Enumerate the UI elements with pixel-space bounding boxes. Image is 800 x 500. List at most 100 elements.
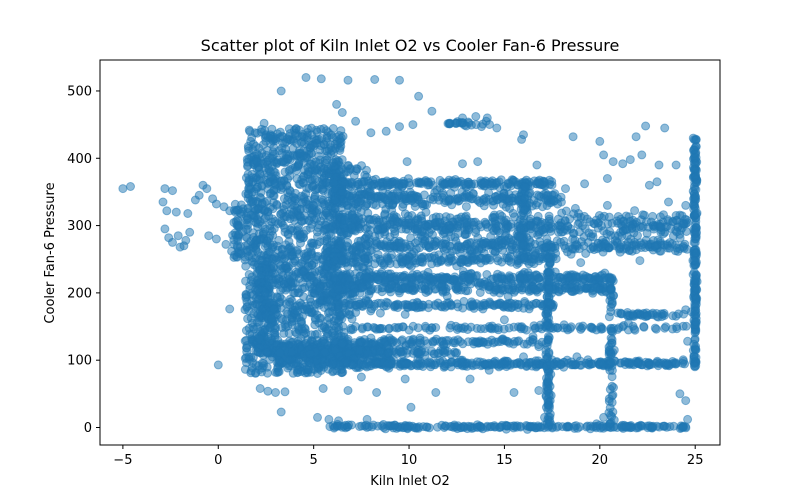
data-point	[531, 356, 541, 366]
data-point	[251, 245, 261, 255]
data-point	[329, 161, 339, 171]
data-point	[431, 237, 441, 247]
data-point	[612, 216, 622, 226]
data-point	[377, 283, 387, 293]
data-point	[309, 258, 319, 268]
data-point	[375, 347, 385, 356]
data-point	[544, 214, 554, 224]
data-point	[573, 212, 582, 222]
data-point	[663, 215, 673, 225]
data-point	[353, 177, 363, 187]
data-point	[549, 196, 559, 206]
data-point	[281, 240, 291, 250]
data-point	[371, 236, 381, 246]
data-point	[418, 199, 428, 209]
data-point	[600, 239, 610, 249]
data-point	[516, 359, 526, 369]
data-point	[301, 253, 310, 263]
data-point	[377, 421, 387, 431]
data-point	[323, 316, 332, 326]
data-point	[304, 216, 314, 226]
data-point	[294, 261, 303, 271]
data-point	[252, 157, 262, 166]
data-point	[260, 288, 270, 298]
data-point	[270, 330, 280, 340]
data-point	[647, 423, 657, 433]
data-point	[450, 194, 460, 204]
data-point	[249, 232, 259, 242]
data-point	[407, 196, 416, 206]
data-point	[387, 283, 397, 293]
data-point	[446, 349, 456, 359]
data-point	[290, 278, 300, 288]
data-point	[360, 254, 370, 264]
data-point	[603, 219, 613, 229]
data-point	[307, 181, 317, 191]
data-point	[478, 281, 488, 291]
data-point	[467, 358, 477, 368]
data-point	[330, 195, 340, 205]
data-point	[497, 257, 507, 267]
data-point	[644, 360, 654, 370]
data-point	[621, 421, 631, 431]
data-point	[350, 287, 360, 297]
data-point	[509, 322, 519, 332]
data-point	[252, 286, 261, 296]
data-point	[676, 225, 686, 235]
data-point	[280, 223, 290, 233]
data-point	[495, 210, 505, 219]
data-point	[311, 315, 320, 325]
data-point	[357, 282, 367, 292]
data-point	[494, 300, 504, 310]
data-point	[320, 347, 330, 357]
data-point	[352, 257, 362, 267]
data-point	[321, 324, 331, 334]
data-point	[527, 422, 537, 432]
data-point	[354, 299, 364, 309]
data-point	[394, 322, 404, 332]
data-point	[333, 284, 343, 293]
data-point	[460, 230, 470, 240]
data-point	[287, 196, 297, 206]
data-point	[288, 250, 297, 260]
data-point	[529, 321, 539, 331]
data-point	[533, 176, 543, 186]
data-point	[307, 130, 317, 140]
data-point	[559, 362, 569, 372]
data-point	[387, 250, 396, 260]
data-point	[413, 323, 423, 333]
data-point	[592, 421, 602, 431]
data-point	[376, 298, 386, 308]
data-point	[332, 323, 342, 333]
data-point	[293, 225, 303, 235]
data-point	[319, 269, 329, 279]
data-point	[463, 325, 473, 334]
data-point	[599, 226, 609, 236]
data-point	[321, 206, 331, 216]
data-point	[488, 213, 498, 222]
data-point	[428, 337, 438, 347]
data-point	[422, 422, 432, 432]
data-point	[305, 279, 315, 289]
data-point	[401, 359, 411, 369]
data-point	[623, 237, 633, 247]
data-point	[276, 209, 286, 219]
data-point	[562, 422, 572, 432]
data-point	[254, 317, 264, 327]
data-point	[638, 210, 648, 220]
data-point	[462, 424, 472, 434]
data-point	[308, 241, 318, 251]
data-point	[396, 336, 406, 346]
data-point	[490, 239, 499, 248]
data-point	[390, 420, 400, 430]
data-point	[508, 208, 518, 218]
data-point	[407, 302, 416, 312]
data-point	[291, 188, 300, 198]
data-point	[678, 422, 688, 432]
data-point	[633, 423, 643, 433]
data-point	[519, 339, 529, 349]
data-point	[264, 247, 274, 257]
data-point	[386, 269, 396, 279]
data-point	[366, 215, 376, 224]
data-point	[261, 264, 271, 274]
